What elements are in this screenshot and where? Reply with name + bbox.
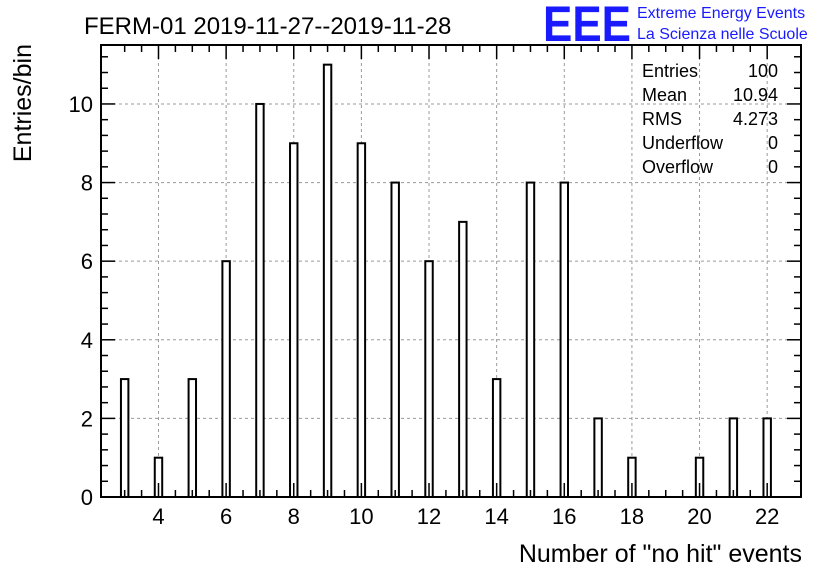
histogram-bar [322, 63, 333, 499]
histogram-bar [559, 181, 570, 498]
x-tick-label: 22 [755, 504, 779, 529]
chart-title: FERM-01 2019-11-27--2019-11-28 [84, 13, 451, 40]
y-tick-label: 10 [69, 92, 93, 117]
logo-line-1: Extreme Energy Events [637, 5, 805, 22]
x-tick-label: 14 [484, 504, 508, 529]
histogram-bar [255, 102, 265, 499]
y-tick-label: 0 [81, 485, 93, 510]
histogram-bar [221, 260, 231, 498]
stat-label-mean: Mean [642, 85, 687, 105]
x-tick-label: 12 [417, 504, 441, 529]
plot-frame [100, 44, 802, 498]
stat-value-underflow: 0 [768, 133, 778, 153]
stat-value-entries: 100 [748, 61, 778, 81]
stats-box: Entries 100 Mean 10.94 RMS 4.273 Underflow 0 Ove… [642, 61, 778, 177]
x-tick-labels: 4 6 8 10 12 14 16 18 20 22 [152, 504, 779, 529]
y-axis-title: Entries/bin [9, 44, 37, 162]
stat-value-rms: 4.273 [733, 109, 778, 129]
x-tick-label: 16 [552, 504, 576, 529]
logo-line-2: La Scienza nelle Scuole [637, 26, 808, 43]
x-tick-label: 4 [152, 504, 164, 529]
y-tick-label: 4 [81, 328, 93, 353]
grid-lines [101, 45, 801, 497]
y-tick-label: 8 [81, 171, 93, 196]
histogram-bars [119, 63, 772, 499]
x-tick-label: 8 [288, 504, 300, 529]
stat-label-entries: Entries [642, 61, 698, 81]
stat-value-mean: 10.94 [733, 85, 778, 105]
stat-label-overflow: Overflow [642, 157, 714, 177]
y-tick-labels: 0 2 4 6 8 10 [69, 92, 93, 510]
y-tick-label: 6 [81, 249, 93, 274]
histogram-bar [728, 417, 739, 498]
eee-logo: EEE Extreme Energy Events La Scienza nel… [543, 0, 808, 52]
x-axis-title: Number of "no hit" events [519, 540, 802, 568]
histogram-bar [187, 378, 198, 498]
histogram-bar [390, 181, 400, 498]
x-tick-label: 18 [620, 504, 644, 529]
histogram-bar [424, 260, 434, 498]
histogram-bar [525, 181, 536, 498]
histogram-bar [593, 417, 603, 498]
histogram-bar [289, 142, 299, 498]
stat-label-underflow: Underflow [642, 133, 724, 153]
stat-value-overflow: 0 [768, 157, 778, 177]
stat-label-rms: RMS [642, 109, 682, 129]
axis-ticks [101, 45, 801, 498]
histogram-bar [119, 378, 130, 498]
y-tick-label: 2 [81, 406, 93, 431]
eee-logo-mark: EEE [543, 0, 631, 52]
histogram-bar [356, 142, 367, 498]
histogram-bar [491, 378, 502, 498]
x-tick-label: 6 [220, 504, 232, 529]
x-tick-label: 20 [687, 504, 711, 529]
x-tick-label: 10 [349, 504, 373, 529]
histogram-bar [458, 220, 468, 498]
